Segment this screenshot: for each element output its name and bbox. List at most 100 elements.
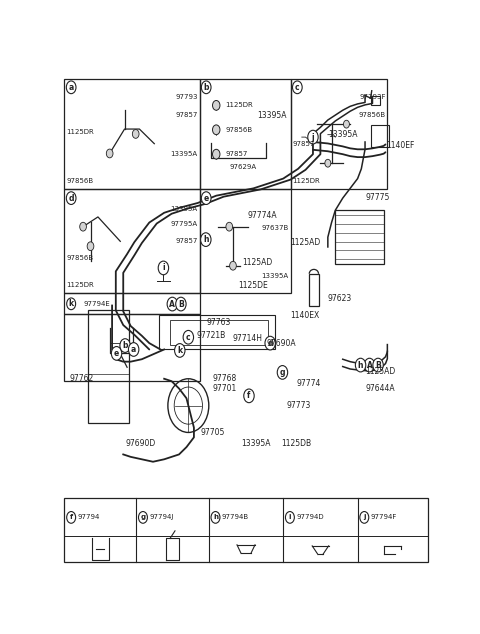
Text: 1125DR: 1125DR: [292, 178, 320, 184]
Circle shape: [175, 344, 185, 358]
Text: b: b: [122, 341, 128, 350]
Text: 97714H: 97714H: [232, 334, 262, 343]
Bar: [309, 274, 319, 306]
Text: 97857: 97857: [175, 238, 198, 243]
Text: c: c: [295, 83, 300, 92]
Circle shape: [106, 149, 113, 158]
Text: h: h: [213, 514, 218, 521]
Text: 97690D: 97690D: [125, 439, 156, 448]
Text: 97762: 97762: [69, 374, 94, 383]
Circle shape: [277, 366, 288, 379]
Text: 97794B: 97794B: [222, 514, 249, 521]
Text: g: g: [140, 514, 145, 521]
Text: 13395A: 13395A: [241, 439, 271, 448]
Text: h: h: [358, 361, 363, 370]
Text: A: A: [367, 361, 372, 370]
Text: 97856B: 97856B: [66, 255, 94, 261]
Text: e: e: [204, 193, 209, 203]
Circle shape: [67, 298, 76, 309]
Text: 97794F: 97794F: [371, 514, 397, 521]
Circle shape: [308, 130, 318, 144]
Text: d: d: [267, 339, 273, 347]
Text: 97856B: 97856B: [66, 178, 94, 184]
Circle shape: [286, 512, 294, 523]
Text: 97857: 97857: [226, 151, 248, 157]
Circle shape: [213, 101, 220, 110]
Text: 97773: 97773: [287, 401, 312, 410]
Text: 1125AD: 1125AD: [365, 367, 396, 376]
Text: 97644A: 97644A: [365, 384, 395, 393]
Bar: [200, 190, 290, 294]
Bar: [158, 315, 275, 349]
Text: 13395A: 13395A: [328, 130, 357, 139]
Circle shape: [325, 159, 331, 167]
Text: 97794E: 97794E: [83, 301, 110, 307]
Text: a: a: [131, 345, 136, 354]
Text: 1125DB: 1125DB: [281, 439, 312, 448]
Text: 97794J: 97794J: [149, 514, 174, 521]
Text: 97763: 97763: [207, 318, 231, 327]
Circle shape: [292, 81, 302, 94]
Circle shape: [66, 191, 76, 205]
Circle shape: [67, 512, 76, 523]
Text: j: j: [363, 514, 366, 521]
Bar: [170, 320, 268, 345]
Bar: [371, 125, 389, 147]
Text: 97856B: 97856B: [226, 127, 252, 133]
Text: 97721B: 97721B: [197, 332, 226, 340]
Circle shape: [229, 261, 236, 270]
Text: 97857: 97857: [175, 112, 198, 118]
Circle shape: [213, 125, 220, 134]
Text: 13395A: 13395A: [170, 206, 198, 212]
Circle shape: [120, 339, 130, 353]
Text: 97637B: 97637B: [262, 226, 289, 231]
Circle shape: [183, 330, 193, 344]
Circle shape: [360, 512, 369, 523]
Text: 97629A: 97629A: [229, 164, 256, 171]
Circle shape: [132, 129, 139, 138]
Text: 13395A: 13395A: [257, 111, 287, 120]
Circle shape: [226, 223, 233, 231]
Text: 97775: 97775: [365, 193, 389, 202]
Circle shape: [355, 358, 366, 372]
Text: 97705: 97705: [201, 428, 225, 437]
Bar: [200, 79, 290, 190]
Text: B: B: [375, 361, 381, 370]
Text: i: i: [162, 264, 165, 273]
Circle shape: [111, 347, 122, 360]
Text: c: c: [186, 333, 191, 342]
Text: h: h: [203, 235, 209, 244]
Circle shape: [373, 358, 383, 372]
Text: i: i: [288, 514, 291, 521]
Text: 97690A: 97690A: [266, 339, 296, 347]
Bar: [64, 79, 200, 190]
Text: 97793: 97793: [175, 94, 198, 100]
Text: 1125AD: 1125AD: [290, 238, 321, 247]
Bar: [88, 311, 129, 423]
Text: 13395A: 13395A: [262, 273, 289, 279]
Text: b: b: [204, 83, 209, 92]
Text: 1140EX: 1140EX: [290, 311, 319, 320]
Bar: [64, 190, 200, 294]
Bar: [335, 210, 384, 264]
Circle shape: [364, 358, 375, 372]
Circle shape: [87, 242, 94, 250]
Text: 1140EF: 1140EF: [386, 141, 415, 150]
Text: 97774A: 97774A: [248, 211, 277, 220]
Text: 1125DE: 1125DE: [239, 281, 268, 290]
Circle shape: [344, 120, 349, 128]
Text: 97857: 97857: [292, 141, 315, 148]
Text: 97856B: 97856B: [359, 112, 385, 118]
Circle shape: [211, 512, 220, 523]
Text: 97768: 97768: [213, 374, 237, 383]
Circle shape: [201, 233, 211, 247]
Circle shape: [213, 150, 220, 159]
Text: a: a: [69, 83, 74, 92]
Text: k: k: [69, 299, 74, 308]
Text: 97774: 97774: [296, 379, 321, 388]
Text: 1125DR: 1125DR: [66, 281, 94, 288]
Circle shape: [167, 297, 178, 311]
Text: 97794: 97794: [77, 514, 100, 521]
Circle shape: [202, 81, 211, 94]
Text: 1125DR: 1125DR: [226, 102, 253, 108]
